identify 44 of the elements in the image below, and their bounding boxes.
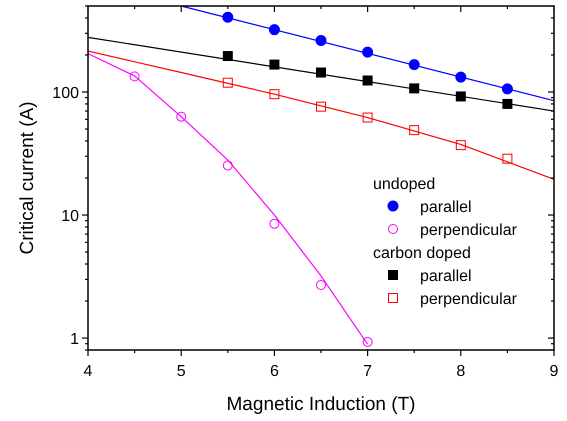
point <box>222 51 233 62</box>
point <box>362 76 373 86</box>
point <box>269 60 280 70</box>
point <box>268 24 280 36</box>
x-tick-label: 4 <box>84 363 93 380</box>
point <box>362 46 374 58</box>
annotation: carbon doped <box>373 245 471 262</box>
y-tick-label: 10 <box>61 208 80 226</box>
point <box>222 78 233 88</box>
point <box>455 72 466 83</box>
legend-label: perpendicular <box>420 291 518 308</box>
x-tick-label: 6 <box>270 363 279 380</box>
point <box>269 89 280 100</box>
x-tick-label: 8 <box>456 363 466 380</box>
y-tick-label: 1 <box>70 331 80 348</box>
annotation: undoped <box>373 176 436 193</box>
point <box>222 160 233 170</box>
point <box>502 83 513 94</box>
legend-label: parallel <box>420 199 472 216</box>
x-tick-label: 9 <box>550 363 559 380</box>
point <box>130 71 140 82</box>
point <box>316 280 326 290</box>
point <box>456 140 466 150</box>
x-axis-title: Magnetic Induction (T) <box>226 394 416 415</box>
point <box>456 91 466 102</box>
point <box>362 112 373 123</box>
y-tick-label: 100 <box>52 85 80 102</box>
point <box>502 98 512 109</box>
point <box>316 35 326 46</box>
point <box>269 218 280 229</box>
point <box>176 112 186 122</box>
point <box>316 102 326 112</box>
point <box>316 68 326 78</box>
point <box>362 336 373 347</box>
point <box>408 59 420 70</box>
point <box>222 12 234 23</box>
legend-label: perpendicular <box>420 222 518 239</box>
legend-label: parallel <box>420 268 472 285</box>
point <box>502 154 512 164</box>
x-tick-label: 5 <box>176 363 186 380</box>
point <box>409 83 420 94</box>
x-tick-label: 7 <box>363 363 372 380</box>
point <box>409 125 420 136</box>
y-axis-title: Critical current (A) <box>17 101 38 255</box>
